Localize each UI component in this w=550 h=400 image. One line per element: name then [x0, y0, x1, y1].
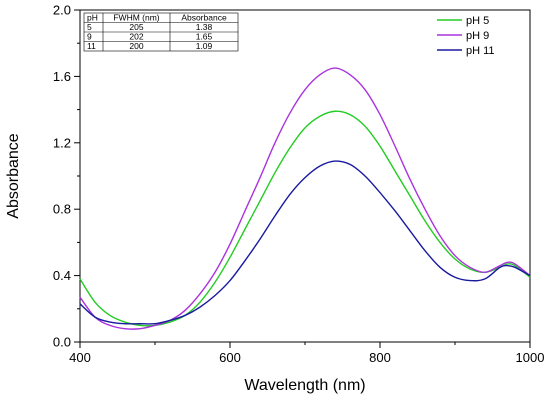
table-cell: 200 — [129, 41, 143, 51]
legend-label: pH 5 — [466, 15, 489, 27]
x-tick-label: 800 — [369, 350, 391, 365]
table-cell: 11 — [87, 41, 96, 51]
series-line-ph-9 — [79, 67, 531, 330]
series-line-ph-11 — [79, 160, 531, 325]
fwhm-table: pH FWHM (nm) Absorbance 5 205 1.38 9 202 1.65 11 2… — [83, 12, 239, 52]
table-cell: 1.09 — [196, 41, 213, 51]
legend: pH 5 pH 9 pH 11 — [437, 15, 495, 57]
x-tick-label: 400 — [69, 350, 91, 365]
x-axis-title: Wavelength (nm) — [244, 377, 365, 394]
y-tick-label: 0.0 — [53, 335, 71, 350]
table-cell: 9 — [87, 31, 92, 41]
series-lines — [79, 67, 531, 330]
table-cell: 202 — [129, 31, 143, 41]
axis-tick-labels: 400 600 800 1000 0.0 0.4 0.8 1.2 1.6 2.0 — [53, 3, 545, 366]
plot-frame — [79, 9, 531, 343]
y-tick-label: 1.2 — [53, 135, 71, 150]
table-cell: 5 — [87, 22, 92, 32]
y-tick-label: 2.0 — [53, 3, 71, 18]
table-header-cell: FWHM (nm) — [113, 12, 159, 22]
x-tick-label: 1000 — [516, 350, 545, 365]
x-tick-label: 600 — [219, 350, 241, 365]
y-tick-label: 0.8 — [53, 202, 71, 217]
y-axis-title: Absorbance — [5, 133, 22, 218]
table-cell: 205 — [129, 22, 143, 32]
legend-label: pH 9 — [466, 30, 489, 42]
axis-ticks — [74, 9, 531, 348]
y-tick-label: 0.4 — [53, 268, 71, 283]
series-line-ph-5 — [79, 110, 531, 327]
table-cell: 1.38 — [196, 22, 213, 32]
y-tick-label: 1.6 — [53, 69, 71, 84]
table-header-cell: pH — [87, 12, 98, 22]
table-cell: 1.65 — [196, 31, 213, 41]
table-header-cell: Absorbance — [181, 12, 227, 22]
legend-label: pH 11 — [466, 45, 495, 57]
